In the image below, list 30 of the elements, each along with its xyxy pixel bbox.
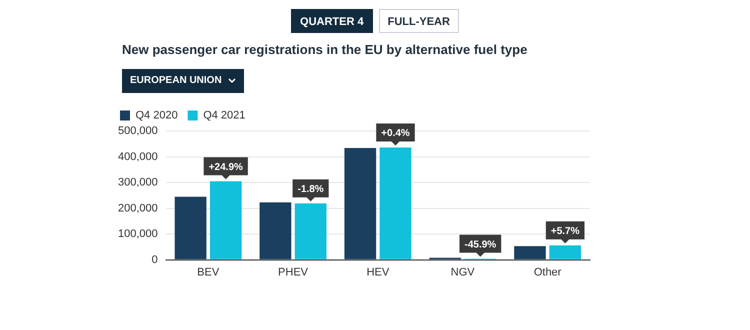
- annotation: +5.7%: [550, 226, 580, 238]
- bar: [294, 203, 326, 260]
- y-tick-label: 100,000: [118, 228, 158, 240]
- x-tick-label: NGV: [450, 266, 476, 278]
- x-tick-label: BEV: [197, 266, 220, 278]
- chart-title: New passenger car registrations in the EU by alternative fuel type: [122, 42, 528, 57]
- y-tick-label: 500,000: [118, 125, 158, 138]
- text: FULL-YEAR: [378, 9, 459, 33]
- x-tick-label: HEV: [366, 266, 390, 278]
- annotation: +24.9%: [208, 162, 243, 173]
- bar: [549, 245, 582, 260]
- y-tick-label: 300,000: [118, 176, 158, 189]
- annotation: -45.9%: [464, 240, 496, 251]
- y-tick-label: 400,000: [118, 150, 158, 163]
- annotation: +0.4%: [381, 128, 410, 140]
- y-tick-label: 200,000: [118, 202, 158, 214]
- bar: [514, 246, 546, 260]
- y-tick-label: 0: [152, 254, 158, 266]
- legend-label: Q4 2020: [136, 110, 178, 122]
- bar: [174, 196, 206, 260]
- bar: [380, 147, 412, 260]
- legend-label: Q4 2021: [203, 110, 246, 122]
- text: EUROPEAN UNION: [130, 74, 222, 88]
- x-tick-label: Other: [534, 266, 562, 278]
- annotation: -1.8%: [298, 184, 324, 196]
- bar: [260, 202, 292, 260]
- bar: [210, 181, 242, 260]
- x-tick-label: PHEV: [278, 266, 309, 278]
- bar: [344, 148, 376, 260]
- text: QUARTER 4: [291, 9, 373, 33]
